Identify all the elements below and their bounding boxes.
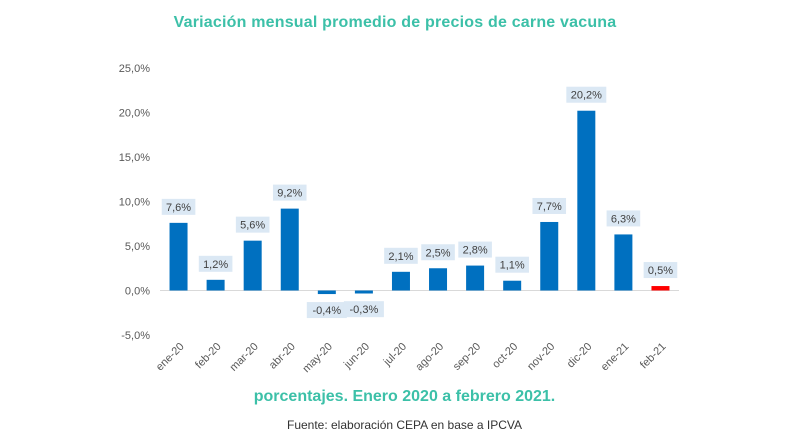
bar-jul-20 <box>391 271 410 291</box>
data-label-bg <box>384 247 418 264</box>
x-tick-label: mar-20 <box>228 341 261 374</box>
bar-jun-20 <box>354 290 373 294</box>
data-label-bg <box>495 256 529 273</box>
bar-may-20 <box>317 290 336 295</box>
data-label-bg <box>458 241 492 258</box>
y-tick-label: 20,0% <box>119 108 150 120</box>
data-label: -0,4% <box>312 305 341 317</box>
data-label: 1,1% <box>500 260 525 272</box>
y-tick-label: 25,0% <box>119 63 150 75</box>
bar-abr-20 <box>280 208 299 291</box>
x-tick-label: ene-20 <box>154 341 187 374</box>
y-tick-label: 5,0% <box>125 241 150 253</box>
bar-mar-20 <box>243 240 262 291</box>
x-tick-label: jul-20 <box>381 341 409 369</box>
data-label-bg <box>272 184 307 201</box>
data-label: 1,2% <box>203 259 228 271</box>
data-label-bg <box>306 302 347 319</box>
data-label-bg <box>198 255 233 272</box>
x-tick-label: dic-20 <box>565 341 595 371</box>
data-label-bg <box>532 197 567 214</box>
bar-oct-20 <box>503 280 522 291</box>
x-tick-label: jun-20 <box>341 341 372 372</box>
x-tick-label: sep-20 <box>451 341 483 373</box>
x-tick-label: nov-20 <box>525 341 557 373</box>
data-label-bg <box>566 86 607 103</box>
data-label: 7,7% <box>537 201 562 213</box>
y-tick-label: 15,0% <box>119 152 150 164</box>
bar-feb-20 <box>206 279 225 291</box>
bar-nov-20 <box>540 221 559 291</box>
bar-ago-20 <box>429 268 448 291</box>
x-tick-label: oct-20 <box>490 341 520 371</box>
chart-subtitle: porcentajes. Enero 2020 a febrero 2021. <box>253 388 556 405</box>
data-label: 6,3% <box>611 213 636 225</box>
x-tick-label: ago-20 <box>413 341 446 374</box>
x-tick-label: ene-21 <box>599 341 632 374</box>
data-label: 2,8% <box>463 245 488 257</box>
bar-feb-21 <box>651 286 670 291</box>
chart-source: Fuente: elaboración CEPA en base a IPCVA <box>286 418 523 432</box>
data-label-bg <box>606 210 641 227</box>
x-tick-label: may-20 <box>301 341 335 375</box>
chart-title: Variación mensual promedio de precios de… <box>173 14 617 31</box>
bar-sep-20 <box>466 265 485 291</box>
data-label: 0,5% <box>648 265 673 277</box>
bar-dic-20 <box>577 110 596 291</box>
data-label: -0,3% <box>350 304 379 316</box>
data-label: 7,6% <box>166 202 191 214</box>
data-label: 20,2% <box>571 90 602 102</box>
data-label: 5,6% <box>240 220 265 232</box>
data-label-bg <box>161 198 196 215</box>
bar-ene-20 <box>169 222 188 291</box>
y-tick-label: 10,0% <box>119 197 150 209</box>
x-tick-label: feb-20 <box>193 341 224 372</box>
data-label: 2,5% <box>425 247 450 259</box>
y-tick-label: -5,0% <box>121 330 150 342</box>
data-label: 9,2% <box>277 188 302 200</box>
x-tick-label: abr-20 <box>267 341 298 372</box>
y-tick-label: 0,0% <box>125 286 150 298</box>
data-label-bg <box>343 301 384 318</box>
x-tick-label: feb-21 <box>638 341 669 372</box>
data-label-bg <box>643 262 678 279</box>
data-label-bg <box>235 216 270 233</box>
data-label-bg <box>421 244 455 261</box>
data-label: 2,1% <box>388 251 413 263</box>
bar-ene-21 <box>614 234 633 291</box>
